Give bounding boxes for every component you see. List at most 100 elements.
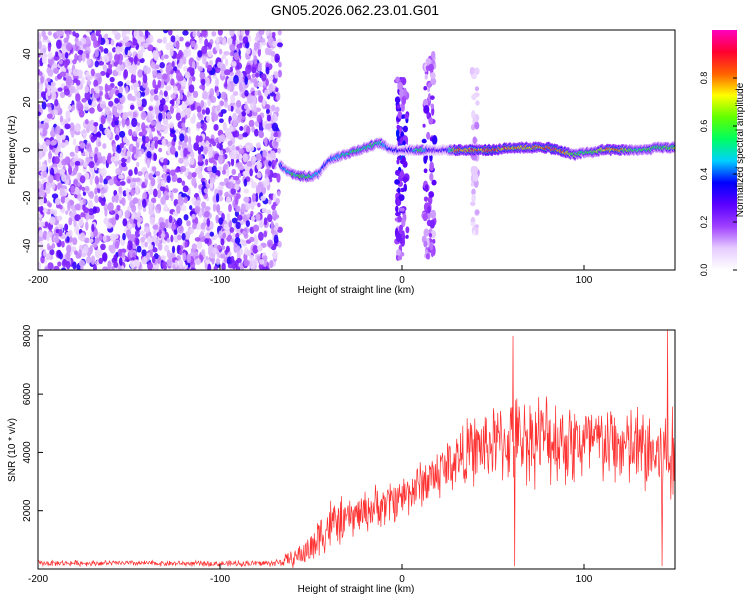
noise-speck — [137, 198, 141, 207]
noise-speck — [266, 209, 272, 216]
noise-speck — [233, 130, 240, 138]
burst-speck — [402, 176, 409, 183]
noise-speck — [221, 245, 226, 250]
noise-speck — [59, 204, 63, 210]
noise-speck — [124, 46, 129, 56]
noise-speck — [91, 170, 95, 180]
noise-speck — [66, 236, 70, 243]
noise-speck — [137, 69, 144, 78]
noise-speck — [235, 245, 241, 253]
noise-speck — [264, 137, 268, 147]
noise-speck — [269, 259, 274, 269]
noise-speck — [108, 178, 115, 186]
burst-speck — [423, 105, 430, 114]
noise-speck — [237, 173, 242, 178]
burst-speck — [421, 138, 427, 144]
noise-speck — [46, 66, 51, 74]
noise-speck — [221, 169, 227, 175]
noise-speck — [178, 259, 184, 269]
noise-speck — [110, 156, 117, 163]
noise-speck — [252, 258, 259, 266]
burst-speck — [426, 131, 431, 140]
noise-speck — [270, 220, 274, 231]
noise-speck — [75, 40, 83, 47]
noise-speck — [246, 213, 251, 218]
noise-speck — [258, 220, 264, 229]
noise-speck — [275, 137, 282, 143]
noise-speck — [42, 170, 48, 178]
burst-speck — [430, 230, 436, 239]
noise-speck — [217, 30, 223, 36]
noise-speck — [72, 237, 78, 246]
noise-speck — [104, 128, 111, 136]
burst-speck — [428, 117, 433, 125]
noise-speck — [82, 198, 87, 205]
noise-speck — [244, 76, 248, 85]
noise-speck — [148, 114, 154, 121]
noise-speck — [196, 239, 203, 250]
noise-speck — [149, 248, 154, 258]
noise-speck — [51, 193, 59, 199]
noise-speck — [250, 264, 256, 270]
noise-speck — [255, 72, 260, 78]
noise-speck — [231, 168, 237, 176]
noise-speck — [133, 30, 139, 39]
noise-speck — [41, 147, 48, 153]
noise-speck — [266, 114, 272, 122]
noise-speck — [111, 195, 116, 203]
noise-speck — [209, 177, 216, 184]
noise-speck — [249, 236, 255, 243]
noise-speck — [251, 193, 256, 203]
noise-speck — [160, 180, 166, 187]
noise-speck — [157, 242, 163, 251]
noise-speck — [59, 71, 67, 77]
noise-speck — [225, 58, 229, 67]
noise-speck — [118, 58, 123, 66]
noise-speck — [255, 213, 261, 222]
noise-speck — [57, 182, 61, 190]
noise-speck — [220, 238, 225, 246]
noise-speck — [107, 260, 112, 270]
noise-speck — [166, 175, 171, 183]
noise-speck — [64, 51, 69, 59]
noise-speck — [250, 210, 254, 216]
noise-speck — [102, 235, 107, 243]
noise-speck — [253, 104, 257, 113]
noise-speck — [118, 248, 123, 257]
noise-speck — [50, 129, 56, 138]
noise-speck — [87, 191, 94, 198]
noise-speck — [199, 84, 206, 90]
noise-speck — [90, 68, 95, 77]
burst-speck — [475, 100, 480, 106]
noise-speck — [188, 84, 195, 93]
noise-speck — [191, 243, 197, 251]
noise-speck — [38, 160, 42, 169]
burst-speck — [424, 73, 428, 80]
noise-speck — [254, 192, 259, 203]
noise-speck — [187, 95, 195, 105]
noise-speck — [160, 232, 166, 238]
noise-speck — [97, 36, 102, 45]
noise-speck — [71, 246, 77, 253]
noise-speck — [103, 54, 110, 63]
noise-speck — [209, 88, 215, 97]
noise-speck — [253, 55, 258, 65]
noise-speck — [191, 213, 196, 220]
noise-speck — [148, 173, 153, 181]
noise-speck — [86, 80, 92, 86]
noise-speck — [277, 147, 281, 154]
noise-speck — [122, 218, 128, 227]
noise-speck — [175, 112, 182, 121]
noise-speck — [57, 87, 63, 92]
noise-speck — [59, 187, 65, 197]
noise-speck — [230, 94, 236, 104]
noise-speck — [231, 144, 236, 151]
noise-speck — [98, 234, 103, 241]
noise-speck — [47, 87, 51, 97]
noise-speck — [207, 64, 213, 72]
noise-speck — [61, 259, 68, 268]
noise-speck — [273, 132, 279, 138]
noise-speck — [105, 72, 110, 79]
noise-speck — [148, 208, 155, 216]
